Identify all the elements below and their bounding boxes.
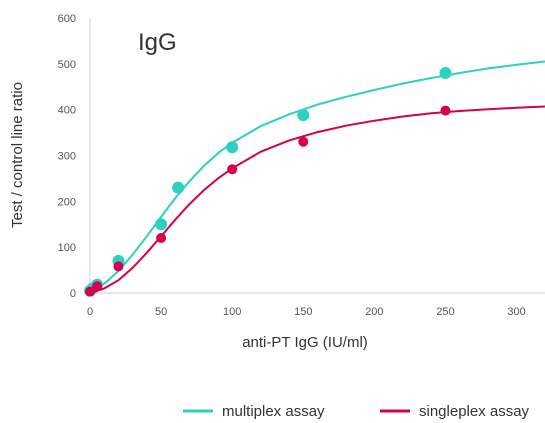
y-tick-label: 0 (70, 288, 76, 300)
x-tick-label: 200 (365, 306, 383, 318)
data-point-multiplex (297, 109, 310, 122)
y-tick-label: 200 (58, 196, 76, 208)
data-point-multiplex (155, 218, 168, 231)
data-point-singleplex (156, 233, 167, 243)
legend: multiplex assay singleplex assay (183, 403, 530, 420)
x-tick-label: 50 (155, 306, 167, 318)
legend-item-multiplex: multiplex assay (183, 403, 325, 420)
series-line-singleplex (89, 105, 545, 294)
data-point-singleplex (440, 105, 451, 116)
x-tick-labels: 0 50 100 150 200 250 300 (87, 306, 526, 318)
x-tick-label: 250 (436, 306, 454, 318)
y-tick-label: 400 (58, 105, 76, 117)
y-tick-label: 500 (58, 59, 76, 71)
data-point-multiplex (226, 141, 239, 154)
series-line-multiplex (89, 60, 545, 293)
x-axis-title: anti-PT IgG (IU/ml) (242, 334, 368, 351)
data-point-singleplex (298, 136, 309, 147)
data-point-singleplex (85, 286, 95, 297)
data-point-singleplex (113, 261, 124, 272)
y-tick-label: 100 (58, 242, 76, 254)
data-point-singleplex (92, 281, 103, 292)
y-tick-label: 300 (58, 151, 76, 163)
x-axis: 0 50 100 150 200 250 300 (87, 292, 545, 318)
data-point-multiplex (172, 181, 185, 194)
x-tick-label: 0 (87, 306, 93, 318)
legend-item-singleplex: singleplex assay (380, 403, 530, 420)
x-tick-label: 100 (223, 306, 241, 318)
y-tick-label: 600 (58, 13, 76, 25)
y-axis-title: Test / control line ratio (9, 82, 26, 228)
y-axis: 0 100 200 300 400 500 600 (58, 13, 91, 300)
y-tick-labels: 0 100 200 300 400 500 600 (58, 13, 76, 300)
x-tick-label: 300 (507, 306, 525, 318)
data-point-singleplex (227, 164, 238, 175)
legend-label-multiplex: multiplex assay (222, 403, 325, 420)
data-point-multiplex (439, 67, 452, 79)
legend-label-singleplex: singleplex assay (419, 403, 530, 420)
plot-area (84, 60, 545, 297)
chart-title: IgG (138, 29, 177, 56)
x-tick-label: 150 (294, 306, 312, 318)
